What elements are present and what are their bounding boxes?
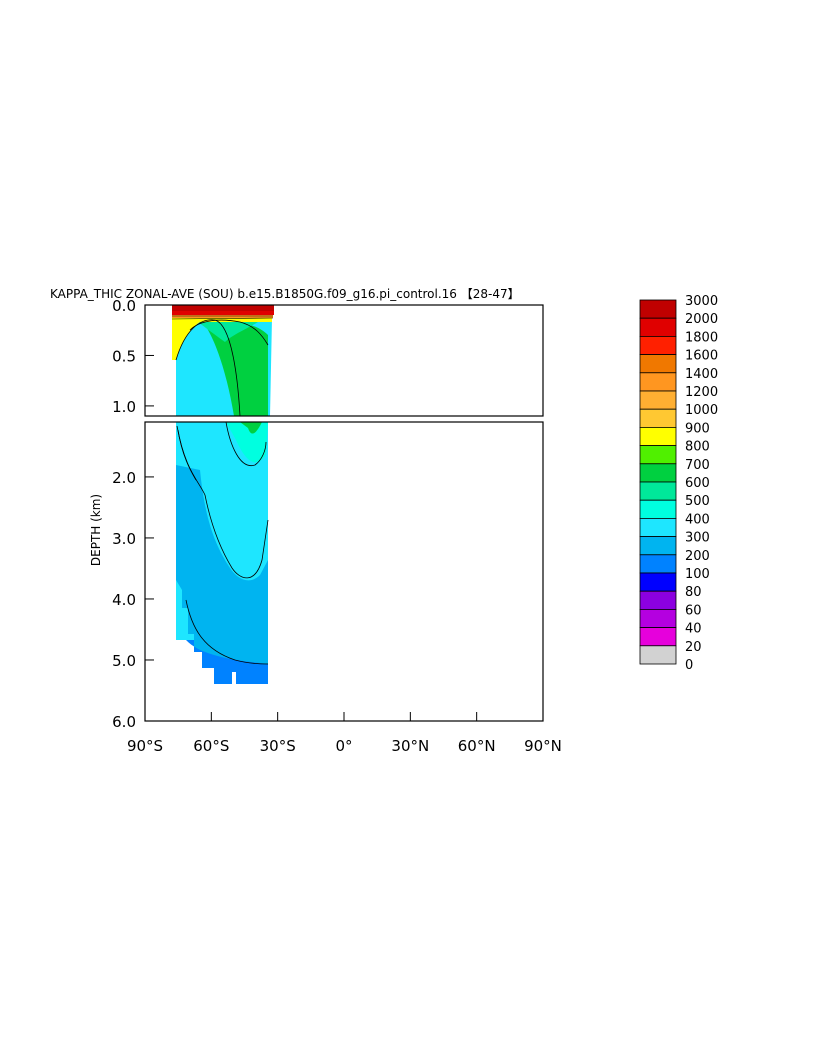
x-tick-label: 90°N: [524, 737, 562, 755]
field-green-core-upper: [205, 321, 268, 416]
field-yellow-band: [172, 318, 272, 360]
colorbar-swatch: [639, 354, 677, 374]
field-teal-lower: [226, 422, 268, 463]
colorbar-label: 400: [685, 512, 710, 527]
colorbar: 3000200018001600140012001000900800700600…: [639, 294, 718, 673]
colorbar-swatch: [639, 372, 677, 392]
upper-panel-field: [171, 305, 274, 416]
field-orange-band: [172, 315, 273, 318]
y-axis-label: DEPTH (km): [89, 494, 103, 566]
y-tick-label: 0.0: [112, 297, 136, 315]
colorbar-swatch: [639, 645, 677, 665]
colorbar-swatch: [639, 572, 677, 592]
colorbar-swatch: [639, 463, 677, 483]
colorbar-label: 1600: [685, 349, 718, 364]
x-tick-label: 0°: [335, 737, 352, 755]
x-tick-label: 30°S: [260, 737, 296, 755]
colorbar-swatch: [639, 317, 677, 337]
colorbar-label: 600: [685, 476, 710, 491]
colorbar-swatch: [639, 590, 677, 610]
colorbar-label: 1200: [685, 385, 718, 400]
colorbar-swatch: [639, 335, 677, 355]
colorbar-label: 80: [685, 585, 702, 600]
field-surface-red-2: [172, 311, 274, 315]
x-tick-label: 90°S: [127, 737, 163, 755]
field-abyssal-blue: [186, 640, 268, 684]
colorbar-label: 1800: [685, 330, 718, 345]
colorbar-swatch: [639, 390, 677, 410]
colorbar-label: 500: [685, 494, 710, 509]
colorbar-label: 60: [685, 603, 702, 618]
upper-panel-frame: [144, 304, 544, 417]
colorbar-swatch: [639, 481, 677, 501]
colorbar-label: 900: [685, 421, 710, 436]
colorbar-label: 0: [685, 658, 693, 673]
colorbar-label: 3000: [685, 294, 718, 309]
y-tick-label: 1.0: [112, 398, 136, 416]
y-tick-label: 3.0: [112, 530, 136, 548]
colorbar-label: 1000: [685, 403, 718, 418]
field-green-tail: [240, 422, 262, 434]
colorbar-label: 20: [685, 640, 702, 655]
colorbar-swatch: [639, 609, 677, 629]
colorbar-label: 700: [685, 458, 710, 473]
lower-panel-field: [176, 422, 269, 684]
field-surface-red: [172, 305, 274, 315]
colorbar-label: 200: [685, 549, 710, 564]
x-tick-label: 60°S: [193, 737, 229, 755]
chart-title: KAPPA_THIC ZONAL-AVE (SOU) b.e15.B1850G.…: [50, 287, 520, 301]
colorbar-swatch: [639, 627, 677, 647]
field-blue-deep: [176, 465, 268, 684]
colorbar-swatch: [639, 518, 677, 538]
colorbar-swatch: [639, 426, 677, 446]
colorbar-label: 800: [685, 440, 710, 455]
colorbar-swatch: [639, 536, 677, 556]
colorbar-swatch: [639, 299, 677, 319]
y-axis: 0.0 0.5 1.0 2.0 3.0 4.0 5.0 6.0: [112, 297, 154, 731]
colorbar-label: 300: [685, 531, 710, 546]
y-tick-label: 5.0: [112, 652, 136, 670]
colorbar-label: 1400: [685, 367, 718, 382]
colorbar-swatch: [639, 408, 677, 428]
x-tick-label: 30°N: [391, 737, 429, 755]
colorbar-label: 2000: [685, 312, 718, 327]
y-tick-label: 4.0: [112, 591, 136, 609]
y-tick-label: 2.0: [112, 469, 136, 487]
x-tick-label: 60°N: [458, 737, 496, 755]
y-tick-label: 6.0: [112, 713, 136, 731]
field-teal-upper: [198, 317, 258, 342]
colorbar-label: 40: [685, 622, 702, 637]
y-tick-label: 0.5: [112, 347, 136, 365]
colorbar-label: 100: [685, 567, 710, 582]
colorbar-swatch: [639, 499, 677, 519]
colorbar-swatch: [639, 554, 677, 574]
x-axis: 90°S 60°S 30°S 0° 30°N 60°N 90°N: [127, 712, 562, 755]
colorbar-swatch: [639, 445, 677, 465]
